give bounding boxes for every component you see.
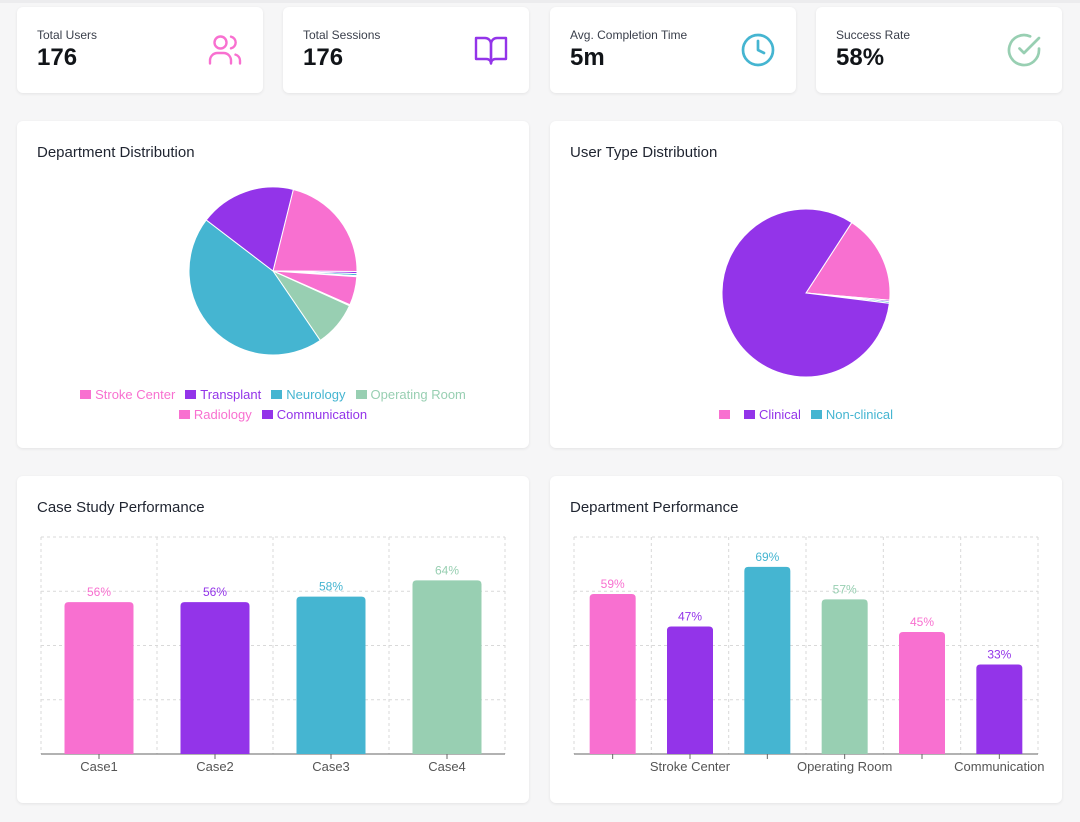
stat-card-success-rate: Success Rate 58%: [816, 7, 1062, 93]
x-tick-label: Case2: [196, 759, 234, 774]
stat-value: 176: [303, 44, 344, 71]
chart-title: Department Performance: [570, 499, 739, 516]
legend-item[interactable]: [718, 407, 734, 422]
legend-label: Neurology: [286, 387, 346, 402]
x-tick-label: Case1: [80, 759, 118, 774]
bar[interactable]: [180, 602, 250, 754]
clock-icon: [740, 32, 776, 68]
bar-value-label: 33%: [987, 647, 1011, 661]
pie-slice[interactable]: [205, 186, 294, 272]
bar[interactable]: [821, 599, 868, 754]
legend-item[interactable]: Transplant: [185, 387, 261, 402]
stat-value: 176: [37, 44, 78, 71]
department-performance-card: Department Performance 59% 47% Stroke Cent…: [550, 476, 1062, 803]
legend-swatch: [718, 410, 730, 419]
stat-card-total-sessions: Total Sessions 176: [283, 7, 529, 93]
bar-value-label: 56%: [87, 585, 111, 599]
case-study-performance-card: Case Study Performance 56% Case1 56% Case2 5…: [17, 476, 529, 803]
stat-value: 58%: [836, 44, 885, 71]
legend-label: Communication: [276, 407, 368, 422]
legend-label: Clinical: [758, 407, 801, 422]
bar[interactable]: [976, 664, 1023, 754]
stat-label: Total Users: [37, 28, 98, 42]
bar-value-label: 59%: [601, 577, 625, 591]
legend-swatch: [743, 410, 755, 419]
x-tick-label: Communication: [954, 759, 1044, 774]
pie-slice[interactable]: [805, 221, 891, 301]
legend-item[interactable]: Communication: [261, 407, 368, 422]
department-distribution-card: Department Distribution Stroke Center Tr…: [17, 121, 529, 448]
legend-row-2: Radiology Communication: [17, 407, 529, 422]
department-bar-chart: 59% 47% Stroke Center 69% 57% Operating Room 4…: [573, 536, 1044, 774]
stat-card-total-users: Total Users 176: [17, 7, 263, 93]
x-tick-label: Case4: [428, 759, 466, 774]
bar-value-label: 56%: [203, 585, 227, 599]
legend-label: Radiology: [193, 407, 252, 422]
bar-value-label: 64%: [435, 563, 459, 577]
bar[interactable]: [64, 602, 134, 754]
bar-value-label: 58%: [319, 580, 343, 594]
case-study-bar-chart: 56% Case1 56% Case2 58% Case3 64% Case4: [40, 536, 506, 774]
legend-swatch: [810, 410, 822, 419]
legend-item[interactable]: Radiology: [178, 407, 252, 422]
bar[interactable]: [589, 593, 636, 754]
department-pie-chart: [188, 186, 358, 356]
legend-swatch: [185, 390, 197, 399]
x-tick-label: Operating Room: [797, 759, 892, 774]
stat-label: Avg. Completion Time: [570, 28, 688, 42]
legend-item[interactable]: Clinical: [743, 407, 801, 422]
bar[interactable]: [667, 626, 713, 754]
legend-swatch: [355, 390, 367, 399]
stat-value: 5m: [570, 44, 605, 71]
legend-swatch: [271, 390, 283, 399]
bar-value-label: 47%: [678, 610, 702, 624]
legend-item[interactable]: Non-clinical: [810, 407, 894, 422]
pie-slice[interactable]: [272, 188, 358, 272]
legend-swatch: [261, 410, 273, 419]
chart-title: User Type Distribution: [570, 144, 718, 161]
book-icon: [473, 32, 509, 68]
legend-label: Non-clinical: [825, 407, 894, 422]
stat-card-avg-completion-time: Avg. Completion Time 5m: [550, 7, 796, 93]
bar[interactable]: [899, 631, 945, 754]
legend-item[interactable]: Stroke Center: [80, 387, 175, 402]
check-circle-icon: [1006, 32, 1042, 68]
legend-item[interactable]: Neurology: [271, 387, 346, 402]
top-divider: [0, 0, 1080, 3]
legend-label: Operating Room: [370, 387, 466, 402]
bar-value-label: 45%: [910, 615, 934, 629]
legend-label: Transplant: [200, 387, 262, 402]
user-type-pie-chart: [721, 208, 891, 378]
legend-item[interactable]: Operating Room: [355, 387, 466, 402]
x-tick-label: Case3: [312, 759, 350, 774]
chart-title: Department Distribution: [37, 144, 195, 161]
user-type-distribution-card: User Type Distribution Clinical Non-clin…: [550, 121, 1062, 448]
x-tick-label: Stroke Center: [650, 759, 731, 774]
chart-title: Case Study Performance: [37, 499, 205, 516]
legend-row-1: Stroke Center Transplant Neurology Opera…: [17, 387, 529, 402]
bar-value-label: 69%: [755, 550, 779, 564]
legend-row: Clinical Non-clinical: [550, 407, 1062, 422]
bar[interactable]: [296, 596, 366, 754]
bar[interactable]: [744, 566, 791, 754]
stat-label: Success Rate: [836, 28, 911, 42]
legend-swatch: [178, 410, 190, 419]
legend-swatch: [80, 390, 92, 399]
stat-label: Total Sessions: [303, 28, 381, 42]
users-icon: [207, 32, 243, 68]
legend-label: Stroke Center: [95, 387, 176, 402]
bar[interactable]: [412, 580, 482, 754]
pie-slice[interactable]: [721, 208, 890, 378]
pie-slice[interactable]: [188, 219, 321, 356]
bar-value-label: 57%: [833, 582, 857, 596]
